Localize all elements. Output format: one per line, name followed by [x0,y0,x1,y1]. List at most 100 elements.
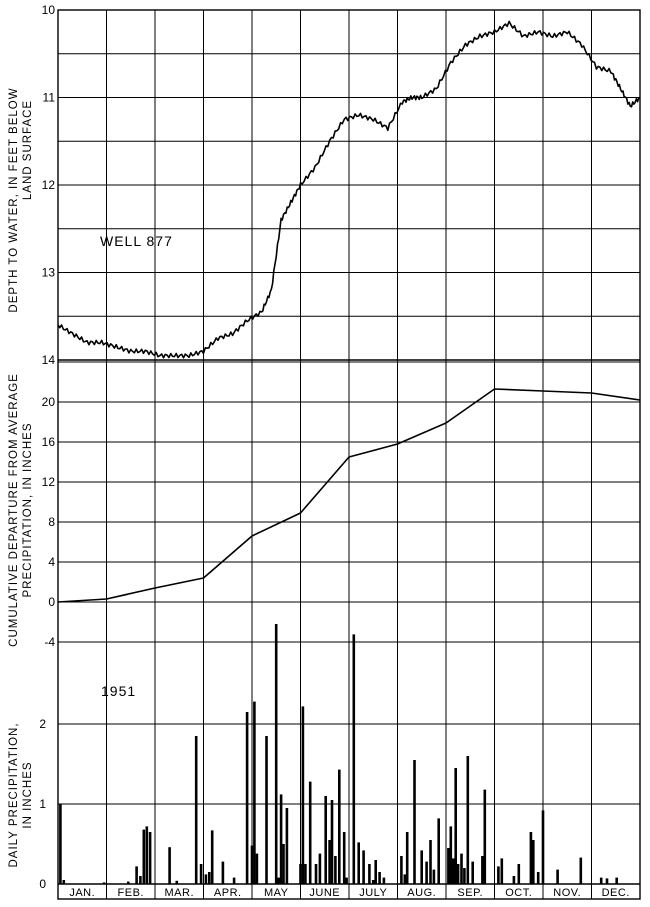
departure-tick-label: 12 [42,475,56,489]
precip-bar [541,810,545,884]
precip-bars [59,624,618,884]
precip-bar [481,856,484,884]
water-level-ylabel-line1: DEPTH TO WATER, IN FEET BELOW [8,87,20,312]
departure-ylabel: CUMULATIVE DEPARTURE FROM AVERAGE [8,373,20,647]
precip-bar [357,842,360,884]
precip-bar [210,830,214,884]
precip-bar [342,832,346,884]
month-label: DEC. [602,887,630,899]
precip-bar [318,853,322,884]
precip-bar [299,864,302,884]
precip-bar [277,877,280,884]
precip-bar [142,829,146,884]
precip-bar [102,882,106,884]
precip-bar [456,864,460,884]
precip-bar [405,832,409,884]
precip-tick-label: 2 [39,717,46,731]
precip-bar [368,864,371,884]
month-label: JUNE [309,887,340,899]
precip-bar [135,866,138,884]
precip-bar [338,769,341,884]
departure-tick-label: 8 [48,515,55,529]
water-level-ylabel-line2: LAND SURFACE [22,100,34,200]
precip-bar [536,872,540,884]
departure-tick-label: -4 [44,635,55,649]
water-tick-label: 13 [42,266,56,280]
precip-bar [500,858,504,884]
month-label: SEP. [457,887,483,899]
chart-grid [57,9,641,900]
precip-bar [599,877,603,884]
precip-bar [139,876,142,884]
precip-bar [362,850,365,884]
precip-bar [460,853,463,884]
precip-bar [471,861,474,884]
month-label: JAN. [69,887,95,899]
month-label: OCT. [505,887,532,899]
precip-bar [127,881,130,884]
precip-bar [382,877,386,884]
precip-bar [232,877,236,884]
precip-bar [400,856,403,884]
water-level-ylabel: DEPTH TO WATER, IN FEET BELOW [8,87,20,312]
daily-precip-ylabel-2: IN INCHES [22,761,34,828]
precip-bar [413,760,416,884]
precip-bar [425,861,428,884]
precip-bar [374,860,377,884]
precip-bar [204,874,208,884]
month-label: NOV. [553,887,581,899]
well-annotation: WELL 877 [100,233,173,249]
departure-tick-label: 16 [42,435,56,449]
water-tick-label: 12 [42,178,56,192]
precip-bar [605,878,609,884]
precip-bar [432,869,436,884]
precip-bar [517,864,521,884]
departure-ylabel-2: PRECIPITATION, IN INCHES [22,422,34,597]
precip-bar [314,864,318,884]
precip-bar [253,701,256,884]
water-tick-label: 10 [42,3,56,17]
precip-bar [449,826,453,884]
cumulative-departure-line [57,388,641,603]
precip-bar [194,736,198,884]
precip-bar [420,850,423,884]
precip-bar [437,818,440,884]
year-annotation: 1951 [101,683,135,699]
departure-tick-label: 4 [48,555,55,569]
well-label: WELL 877 [100,233,173,249]
daily-precip-ylabel: DAILY PRECIPITATION, [8,722,20,867]
precip-bar [274,624,278,884]
precip-bar [168,847,171,884]
precip-bar [304,864,307,884]
precip-bar [208,872,211,884]
daily-precip-ylabel-line2: IN INCHES [22,761,34,828]
precip-bar [245,712,249,884]
precip-bar [255,853,259,884]
month-label: FEB. [118,887,144,899]
precip-bar [59,804,62,884]
precip-bar [452,858,455,884]
precip-bar [334,856,337,884]
precip-bar [175,880,179,884]
data-series [57,20,641,603]
precip-bar [532,840,535,884]
departure-ylabel-line2: PRECIPITATION, IN INCHES [22,422,34,597]
daily-precip-ylabel-line1: DAILY PRECIPITATION, [8,722,20,867]
precip-bar [301,706,305,884]
precip-bar [529,832,533,884]
precip-bar [265,736,268,884]
water-tick-label: 14 [42,353,56,367]
precip-bar [250,845,254,884]
departure-ylabel-line1: CUMULATIVE DEPARTURE FROM AVERAGE [8,373,20,647]
precip-bar [429,840,432,884]
precip-bar [556,869,559,884]
precip-tick-label: 0 [39,877,46,891]
precip-bar [282,844,285,884]
precip-bar [497,866,500,884]
precip-bar [330,800,334,884]
precip-bar [454,768,457,884]
precip-bar [145,826,149,884]
precip-bar [483,789,487,884]
